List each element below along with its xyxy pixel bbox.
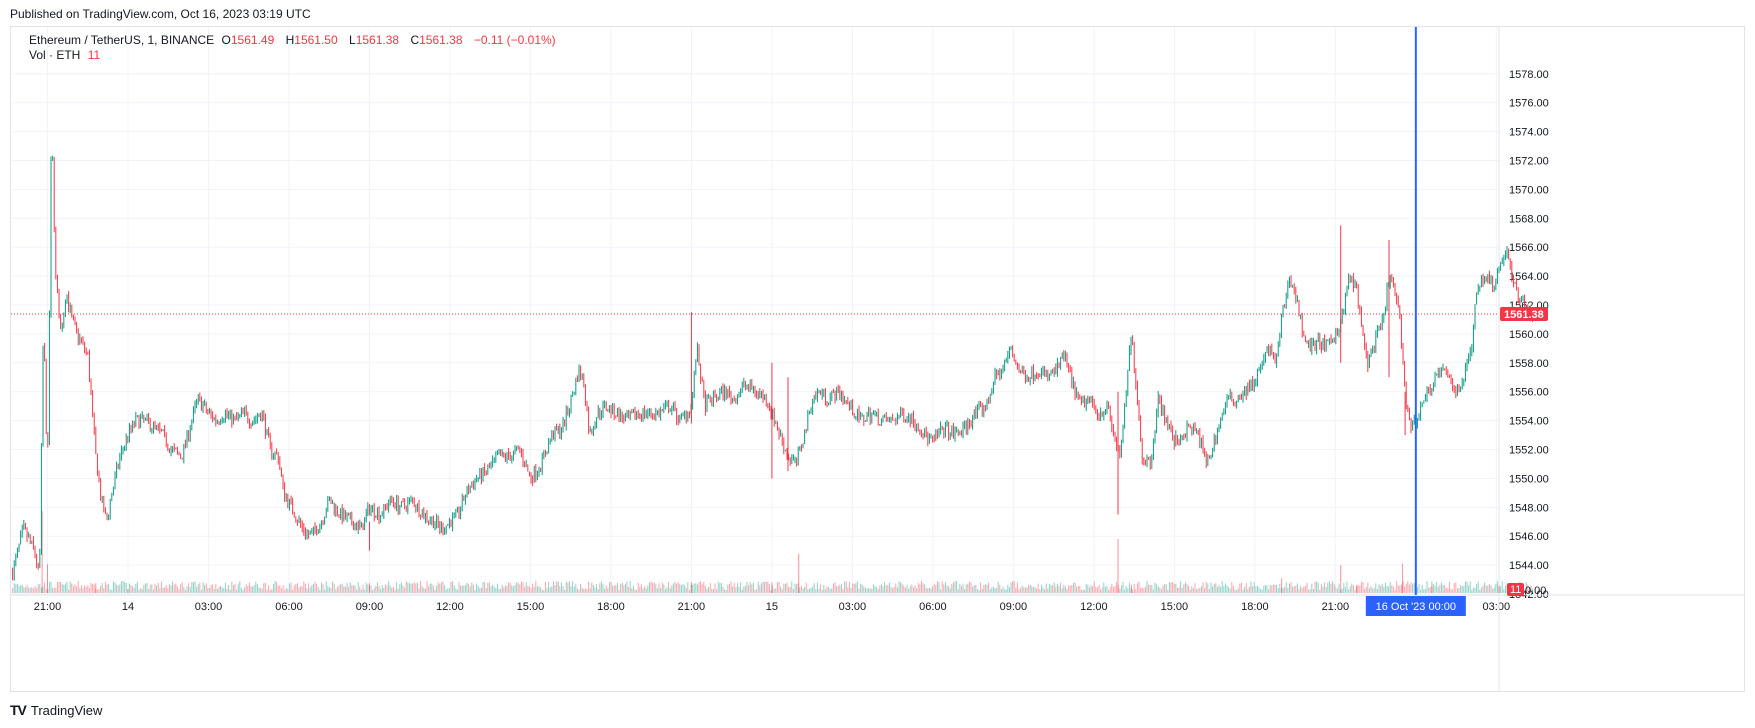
y-tick-label: 1568.00: [1509, 213, 1549, 225]
x-tick-label: 06:00: [275, 601, 303, 613]
volume-label[interactable]: Vol · ETH: [29, 48, 81, 62]
y-tick-label: 1558.00: [1509, 358, 1549, 370]
volume-badge: [1507, 583, 1524, 596]
crosshair-time-label: 16 Oct '23 00:00: [1376, 601, 1456, 613]
x-tick-label: 18:00: [1241, 601, 1269, 613]
y-tick-label: 1572.00: [1509, 156, 1549, 168]
y-tick-label: 1552.00: [1509, 445, 1549, 457]
close-value: 1561.38: [419, 33, 463, 47]
x-tick-label: 21:00: [34, 601, 62, 613]
x-tick-label: 09:00: [1000, 601, 1028, 613]
axes: 1542.001544.001546.001548.001550.001552.…: [11, 27, 1744, 691]
close-label: C: [410, 33, 420, 47]
y-tick-label: 1560.00: [1509, 329, 1549, 341]
crosshair-time-badge: [1365, 596, 1466, 616]
x-tick-label: 21:00: [1322, 601, 1350, 613]
y-tick-label: 1548.00: [1509, 502, 1549, 514]
price-candles: [12, 155, 1534, 581]
y-tick-label: 1556.00: [1509, 387, 1549, 399]
published-caption: Published on TradingView.com, Oct 16, 20…: [10, 7, 311, 21]
volume-badge-label: 11: [1510, 584, 1521, 596]
y-tick-label: 1570.00: [1509, 184, 1549, 196]
grid-lines: [11, 27, 1499, 595]
y-tick-label: 1566.00: [1509, 242, 1549, 254]
x-tick-label: 15:00: [517, 601, 545, 613]
y-tick-label: 1544.00: [1509, 560, 1549, 572]
tradingview-brand: TradingView: [30, 702, 103, 718]
x-tick-label: 12:00: [1080, 601, 1108, 613]
x-tick-label: 14: [122, 601, 134, 613]
x-tick-label: 03:00: [839, 601, 867, 613]
y-tick-label: 1578.00: [1509, 69, 1549, 81]
open-value: 1561.49: [230, 33, 275, 47]
last-price-label: 1561.38: [1504, 309, 1544, 321]
symbol-label[interactable]: Ethereum / TetherUS, 1, BINANCE: [29, 33, 215, 47]
low-label: L: [349, 33, 356, 47]
volume-legend: Vol · ETH 11: [29, 48, 104, 62]
x-tick-label: 03:00: [195, 601, 223, 613]
x-tick-label: 18:00: [597, 601, 625, 613]
y-tick-label: 1574.00: [1509, 127, 1549, 139]
high-value: 1561.50: [294, 33, 338, 47]
volume-axis-zero: 0.00: [1525, 585, 1546, 597]
tradingview-logo-icon: TV: [10, 702, 27, 718]
x-tick-label: 06:00: [919, 601, 947, 613]
price-chart[interactable]: 1542.001544.001546.001548.001550.001552.…: [11, 27, 1744, 691]
volume-bars: [12, 511, 1534, 593]
x-tick-label: 03:00: [1483, 601, 1511, 613]
tradingview-footer[interactable]: TV TradingView: [10, 702, 102, 718]
change-value: −0.11 (−0.01%): [473, 33, 556, 47]
open-label: O: [221, 33, 231, 47]
x-tick-label: 21:00: [678, 601, 706, 613]
y-tick-label: 1564.00: [1509, 271, 1549, 283]
last-price-badge: [1500, 306, 1548, 321]
x-tick-label: 15: [766, 601, 778, 613]
low-value: 1561.38: [355, 33, 400, 47]
y-tick-label: 1546.00: [1509, 531, 1549, 543]
y-tick-label: 1554.00: [1509, 416, 1549, 428]
chart-pane[interactable]: 1542.00 1544.00 1546.00 1548.00 1550.00 1552.…: [10, 26, 1745, 692]
y-tick-label: 1576.00: [1509, 98, 1549, 110]
ohlc-legend: Ethereum / TetherUS, 1, BINANCE O1561.49…: [29, 33, 560, 47]
volume-value: 11: [87, 48, 101, 62]
x-tick-label: 12:00: [436, 601, 464, 613]
x-tick-label: 15:00: [1161, 601, 1189, 613]
high-label: H: [285, 33, 295, 47]
x-tick-label: 09:00: [356, 601, 384, 613]
y-tick-label: 1550.00: [1509, 473, 1549, 485]
overlays: 1561.38 11 0.00 16 Oct '23 00:00: [11, 27, 1548, 616]
